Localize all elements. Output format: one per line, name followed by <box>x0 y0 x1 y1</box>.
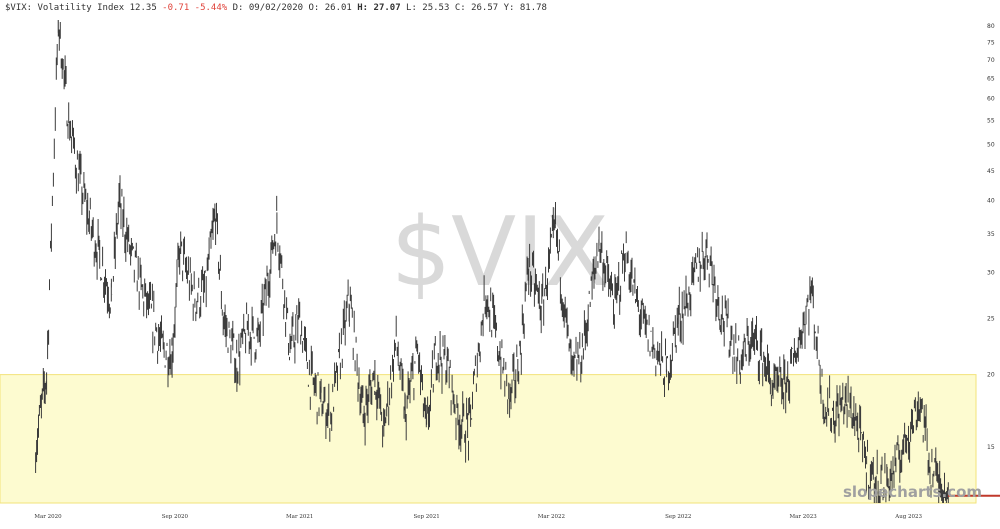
x-tick-label: Mar 2021 <box>286 514 313 520</box>
y-tick-label: 75 <box>987 39 995 46</box>
y-axis: 15 20 25 30 35 40 45 50 55 60 65 70 75 80 <box>987 23 995 451</box>
last-price: 12.35 <box>129 3 157 13</box>
x-tick-label: Sep 2021 <box>413 514 439 520</box>
close-readout: C: 26.57 <box>454 3 499 13</box>
quote-header: $VIX: Volatility Index 12.35 -0.71 -5.44… <box>5 3 547 13</box>
y-tick-label: 55 <box>987 117 995 124</box>
highlight-zone <box>0 374 977 504</box>
price-bars <box>35 20 949 503</box>
price-change-pct: -5.44% <box>194 3 228 13</box>
y-tick-label: 80 <box>987 23 995 30</box>
symbol-name: $VIX: Volatility Index <box>5 3 125 13</box>
x-tick-label: Mar 2023 <box>789 514 817 520</box>
x-axis: Mar 2020 Sep 2020 Mar 2021 Sep 2021 Mar 2022… <box>34 514 922 520</box>
y-tick-label: 30 <box>987 270 995 277</box>
x-tick-label: Sep 2022 <box>665 514 691 520</box>
y-tick-label: 40 <box>987 197 995 204</box>
y-tick-label: 25 <box>987 316 995 323</box>
y-tick-label: 35 <box>987 231 995 238</box>
x-tick-label: Mar 2020 <box>34 514 62 520</box>
y-tick-label: 60 <box>987 96 995 103</box>
y-tick-label: 15 <box>987 444 995 451</box>
high-label: H: <box>357 3 369 13</box>
y-tick-label: 50 <box>987 141 995 148</box>
brand-watermark: slopecharts.com <box>843 483 982 501</box>
price-series <box>35 20 949 503</box>
low-readout: L: 25.53 <box>406 3 450 13</box>
y-tick-label: 20 <box>987 372 995 379</box>
y-readout: Y: 81.78 <box>503 3 547 13</box>
high-value: 27.07 <box>373 3 401 13</box>
watermark: $VIX <box>391 198 610 308</box>
date-readout: D: 09/02/2020 <box>232 3 304 13</box>
x-tick-label: Mar 2022 <box>538 514 565 520</box>
y-tick-label: 65 <box>987 75 995 82</box>
y-tick-label: 45 <box>987 168 995 175</box>
y-tick-label: 70 <box>987 57 995 64</box>
price-change: -0.71 <box>162 3 190 13</box>
x-tick-label: Aug 2023 <box>894 514 922 520</box>
open-readout: O: 26.01 <box>308 3 352 13</box>
x-tick-label: Sep 2020 <box>162 514 189 520</box>
